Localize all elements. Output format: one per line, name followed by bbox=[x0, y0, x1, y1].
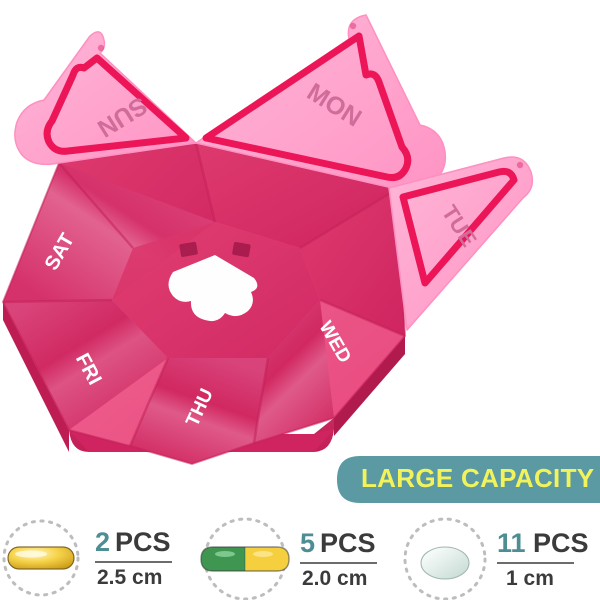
svg-text:PCS: PCS bbox=[115, 527, 171, 557]
svg-text:5: 5 bbox=[300, 528, 315, 558]
svg-text:2: 2 bbox=[95, 527, 110, 557]
svg-text:1 cm: 1 cm bbox=[506, 567, 554, 590]
svg-text:2.5 cm: 2.5 cm bbox=[97, 566, 162, 589]
svg-text:PCS: PCS bbox=[533, 528, 589, 558]
svg-text:2.0 cm: 2.0 cm bbox=[302, 567, 367, 590]
svg-text:PCS: PCS bbox=[320, 528, 376, 558]
svg-text:11: 11 bbox=[497, 528, 526, 558]
svg-text:LARGE CAPACITY: LARGE CAPACITY bbox=[361, 463, 594, 493]
